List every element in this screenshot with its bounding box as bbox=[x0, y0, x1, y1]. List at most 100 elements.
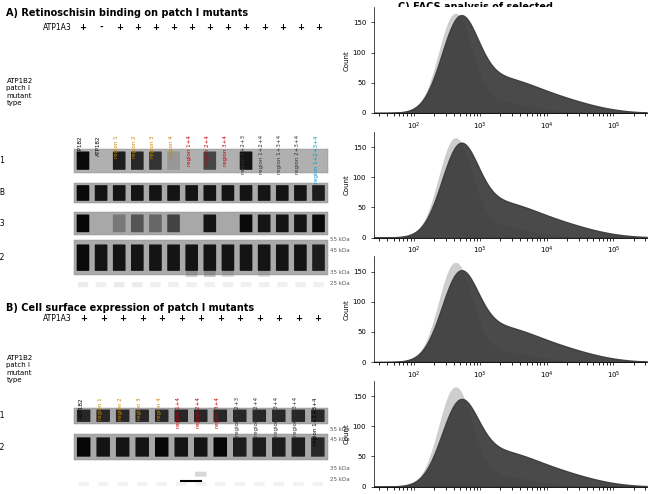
FancyBboxPatch shape bbox=[258, 185, 270, 201]
FancyBboxPatch shape bbox=[157, 482, 167, 486]
FancyBboxPatch shape bbox=[74, 212, 328, 235]
FancyBboxPatch shape bbox=[203, 152, 216, 170]
Text: +: + bbox=[261, 23, 268, 32]
Text: +: + bbox=[315, 23, 322, 32]
FancyBboxPatch shape bbox=[96, 410, 110, 422]
FancyBboxPatch shape bbox=[203, 245, 216, 271]
FancyBboxPatch shape bbox=[113, 152, 125, 170]
FancyBboxPatch shape bbox=[155, 410, 168, 422]
Text: +: + bbox=[206, 23, 213, 32]
FancyBboxPatch shape bbox=[95, 185, 107, 201]
FancyBboxPatch shape bbox=[254, 482, 265, 486]
Text: region 1+2+3: region 1+2+3 bbox=[235, 397, 240, 437]
FancyBboxPatch shape bbox=[77, 152, 89, 170]
FancyBboxPatch shape bbox=[77, 410, 90, 422]
Text: C) FACS analysis of selected
patch I mutants: C) FACS analysis of selected patch I mut… bbox=[398, 2, 552, 24]
FancyBboxPatch shape bbox=[240, 152, 252, 170]
FancyBboxPatch shape bbox=[150, 282, 161, 287]
Text: +: + bbox=[279, 23, 286, 32]
FancyBboxPatch shape bbox=[118, 482, 128, 486]
FancyBboxPatch shape bbox=[222, 185, 234, 201]
Text: IB: α-ATP1B2: IB: α-ATP1B2 bbox=[0, 443, 5, 452]
FancyBboxPatch shape bbox=[213, 437, 227, 456]
Text: region 1: region 1 bbox=[114, 135, 119, 158]
FancyBboxPatch shape bbox=[149, 152, 162, 170]
Text: +: + bbox=[295, 314, 302, 323]
Text: region 1+2+3+4: region 1+2+3+4 bbox=[313, 397, 318, 445]
FancyBboxPatch shape bbox=[77, 245, 89, 271]
Text: 45 kDa: 45 kDa bbox=[330, 248, 350, 253]
Text: +: + bbox=[79, 23, 86, 32]
FancyBboxPatch shape bbox=[131, 152, 144, 170]
Text: IB: α-ATP1B2: IB: α-ATP1B2 bbox=[0, 253, 5, 262]
FancyBboxPatch shape bbox=[149, 185, 162, 201]
Text: +: + bbox=[99, 314, 107, 323]
FancyBboxPatch shape bbox=[292, 437, 305, 456]
Text: A) Retinoschisin binding on patch I mutants: A) Retinoschisin binding on patch I muta… bbox=[6, 8, 248, 18]
Text: region 1+2+3: region 1+2+3 bbox=[241, 135, 246, 174]
FancyBboxPatch shape bbox=[149, 245, 162, 271]
FancyBboxPatch shape bbox=[258, 271, 270, 277]
FancyBboxPatch shape bbox=[174, 437, 188, 456]
FancyBboxPatch shape bbox=[131, 214, 144, 232]
FancyBboxPatch shape bbox=[168, 282, 179, 287]
FancyBboxPatch shape bbox=[135, 437, 149, 456]
Text: ATP1B2: ATP1B2 bbox=[78, 135, 83, 156]
Text: IB: α-ATP1A1: IB: α-ATP1A1 bbox=[0, 411, 5, 420]
FancyBboxPatch shape bbox=[259, 282, 269, 287]
Text: 35 kDa: 35 kDa bbox=[330, 270, 350, 275]
FancyBboxPatch shape bbox=[205, 282, 215, 287]
FancyBboxPatch shape bbox=[78, 282, 88, 287]
FancyBboxPatch shape bbox=[276, 185, 289, 201]
FancyBboxPatch shape bbox=[131, 185, 144, 201]
FancyBboxPatch shape bbox=[277, 282, 287, 287]
FancyBboxPatch shape bbox=[235, 482, 245, 486]
FancyBboxPatch shape bbox=[74, 434, 328, 460]
FancyBboxPatch shape bbox=[113, 245, 125, 271]
Text: region 3: region 3 bbox=[137, 397, 142, 420]
FancyBboxPatch shape bbox=[95, 245, 107, 271]
FancyBboxPatch shape bbox=[167, 214, 180, 232]
FancyBboxPatch shape bbox=[294, 214, 307, 232]
Text: +: + bbox=[197, 314, 204, 323]
Text: -: - bbox=[99, 23, 103, 32]
Text: +: + bbox=[315, 314, 321, 323]
Text: ATP1B2: ATP1B2 bbox=[79, 397, 84, 418]
FancyBboxPatch shape bbox=[74, 149, 328, 172]
Text: +: + bbox=[216, 314, 224, 323]
FancyBboxPatch shape bbox=[276, 245, 289, 271]
Text: +: + bbox=[152, 23, 159, 32]
FancyBboxPatch shape bbox=[276, 214, 289, 232]
FancyBboxPatch shape bbox=[194, 410, 207, 422]
FancyBboxPatch shape bbox=[167, 245, 180, 271]
Text: region 1+2+4: region 1+2+4 bbox=[254, 397, 259, 437]
FancyBboxPatch shape bbox=[77, 214, 89, 232]
Text: IB: α-ATP1A3: IB: α-ATP1A3 bbox=[0, 219, 5, 228]
FancyBboxPatch shape bbox=[272, 437, 285, 456]
Y-axis label: Count: Count bbox=[344, 174, 350, 195]
Text: 25 kDa: 25 kDa bbox=[330, 281, 350, 286]
Text: region 2+3+4: region 2+3+4 bbox=[295, 135, 300, 174]
FancyBboxPatch shape bbox=[292, 410, 305, 422]
FancyBboxPatch shape bbox=[293, 482, 304, 486]
FancyBboxPatch shape bbox=[311, 437, 324, 456]
Text: 45 kDa: 45 kDa bbox=[330, 437, 350, 442]
FancyBboxPatch shape bbox=[77, 437, 90, 456]
Text: region 2+4: region 2+4 bbox=[205, 135, 210, 166]
Text: 35 kDa: 35 kDa bbox=[330, 466, 350, 471]
FancyBboxPatch shape bbox=[215, 482, 226, 486]
FancyBboxPatch shape bbox=[240, 214, 252, 232]
FancyBboxPatch shape bbox=[187, 282, 197, 287]
FancyBboxPatch shape bbox=[222, 271, 234, 277]
Text: 55 kDa: 55 kDa bbox=[330, 427, 350, 432]
Text: region 3+4: region 3+4 bbox=[223, 135, 228, 166]
FancyBboxPatch shape bbox=[233, 410, 246, 422]
Text: IB: α-RS1: IB: α-RS1 bbox=[0, 156, 5, 165]
Text: region 2: region 2 bbox=[118, 397, 123, 420]
Text: +: + bbox=[276, 314, 282, 323]
FancyBboxPatch shape bbox=[258, 245, 270, 271]
FancyBboxPatch shape bbox=[131, 245, 144, 271]
FancyBboxPatch shape bbox=[272, 410, 285, 422]
Text: +: + bbox=[119, 314, 126, 323]
FancyBboxPatch shape bbox=[135, 410, 149, 422]
